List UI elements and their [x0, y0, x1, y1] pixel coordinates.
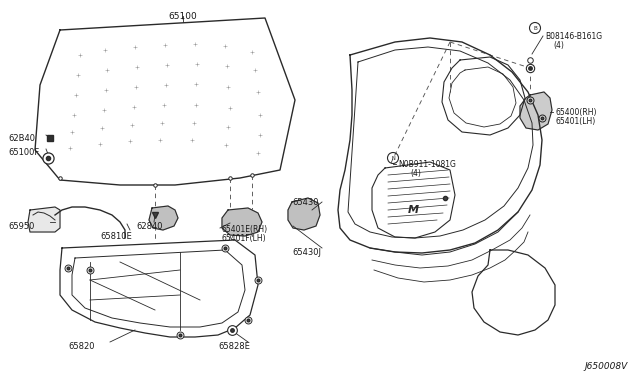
Text: N0B911-1081G: N0B911-1081G [398, 160, 456, 169]
Text: N: N [391, 155, 395, 160]
Text: 65100: 65100 [168, 12, 197, 21]
Polygon shape [520, 92, 552, 130]
Text: 65820: 65820 [68, 342, 95, 351]
Text: 65400(RH): 65400(RH) [555, 108, 596, 117]
Text: 65401E(RH): 65401E(RH) [222, 225, 268, 234]
Text: B08146-B161G: B08146-B161G [545, 32, 602, 41]
Text: 65810E: 65810E [100, 232, 132, 241]
Polygon shape [149, 206, 178, 230]
Text: 65401F(LH): 65401F(LH) [222, 234, 267, 243]
Text: 65430: 65430 [292, 198, 319, 207]
Text: 65401(LH): 65401(LH) [555, 117, 595, 126]
Text: (4): (4) [410, 169, 421, 178]
Text: 65430J: 65430J [292, 248, 321, 257]
Polygon shape [222, 208, 262, 236]
Text: 65828E: 65828E [218, 342, 250, 351]
Text: 62B40: 62B40 [8, 134, 35, 143]
Text: 65950: 65950 [8, 222, 35, 231]
Text: (4): (4) [553, 41, 564, 50]
Text: J650008V: J650008V [585, 362, 628, 371]
Text: B: B [533, 26, 537, 31]
Polygon shape [28, 207, 60, 232]
Text: 62840: 62840 [136, 222, 163, 231]
Text: 65100F: 65100F [8, 148, 39, 157]
Text: M: M [408, 205, 419, 215]
Polygon shape [288, 198, 320, 230]
